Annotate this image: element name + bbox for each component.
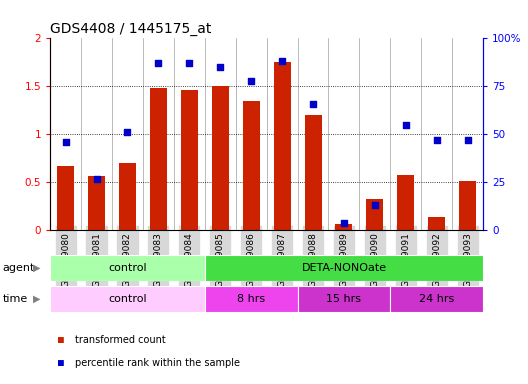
Bar — [205, 286, 298, 312]
Point — [371, 202, 379, 209]
Bar — [428, 217, 445, 230]
Point — [61, 139, 70, 145]
Text: ▶: ▶ — [33, 263, 41, 273]
Point — [154, 60, 163, 66]
Text: 8 hrs: 8 hrs — [237, 294, 265, 304]
Bar — [119, 163, 136, 230]
Text: ■: ■ — [58, 358, 64, 368]
Point — [309, 101, 317, 107]
Bar — [205, 255, 483, 281]
Text: control: control — [108, 294, 147, 304]
Bar — [459, 181, 476, 230]
Bar — [50, 286, 205, 312]
Point — [402, 122, 410, 128]
Bar — [298, 286, 390, 312]
Point — [123, 129, 131, 136]
Point — [340, 220, 348, 226]
Text: 24 hrs: 24 hrs — [419, 294, 455, 304]
Bar — [390, 286, 483, 312]
Text: agent: agent — [3, 263, 35, 273]
Point — [278, 58, 286, 65]
Bar — [57, 166, 74, 230]
Bar — [150, 88, 167, 230]
Bar — [335, 223, 353, 230]
Bar — [274, 62, 290, 230]
Text: 15 hrs: 15 hrs — [326, 294, 362, 304]
Bar — [181, 90, 198, 230]
Point — [185, 60, 194, 66]
Bar — [212, 86, 229, 230]
Text: time: time — [3, 294, 28, 304]
Text: control: control — [108, 263, 147, 273]
Point — [432, 137, 441, 143]
Point — [247, 78, 256, 84]
Point — [92, 175, 101, 182]
Text: percentile rank within the sample: percentile rank within the sample — [75, 358, 240, 368]
Bar — [50, 255, 205, 281]
Text: ■: ■ — [58, 335, 64, 345]
Text: ▶: ▶ — [33, 294, 41, 304]
Bar — [88, 176, 105, 230]
Bar — [243, 101, 260, 230]
Text: DETA-NONOate: DETA-NONOate — [301, 263, 386, 273]
Bar — [305, 115, 322, 230]
Text: GDS4408 / 1445175_at: GDS4408 / 1445175_at — [50, 22, 212, 36]
Bar — [397, 175, 414, 230]
Bar — [366, 199, 383, 230]
Point — [464, 137, 472, 143]
Point — [216, 64, 224, 70]
Text: transformed count: transformed count — [75, 335, 166, 345]
